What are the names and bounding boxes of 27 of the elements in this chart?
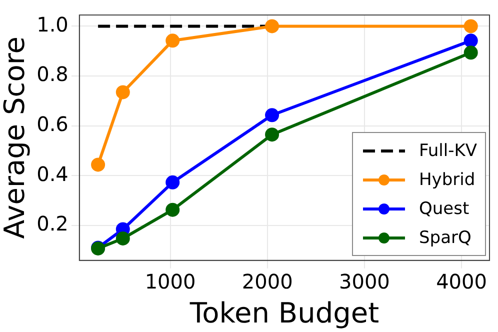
point <box>166 202 180 217</box>
legend-label: SparQ <box>419 228 472 248</box>
point <box>464 34 478 48</box>
y-tick-label: 0.4 <box>36 162 68 186</box>
x-tick-label: 4000 <box>436 270 487 294</box>
y-axis-title: Average Score <box>0 36 32 239</box>
y-tick-label: 0.6 <box>36 112 68 136</box>
point <box>265 128 280 142</box>
point <box>166 34 180 48</box>
legend-label: Full-KV <box>419 140 477 160</box>
point <box>116 85 130 100</box>
legend-label: Quest <box>419 198 470 218</box>
y-tick-label: 0.8 <box>36 62 68 86</box>
legend-label: Hybrid <box>419 170 476 190</box>
x-tick-label: 2000 <box>242 270 293 294</box>
point <box>116 231 130 246</box>
point <box>91 158 106 172</box>
point <box>265 19 280 34</box>
y-tick-label: 1.0 <box>36 12 68 36</box>
x-tick-label: 3000 <box>339 270 390 294</box>
point <box>265 108 280 122</box>
point <box>464 19 478 34</box>
point <box>464 46 478 60</box>
x-tick-label: 1000 <box>144 270 196 294</box>
y-tick-label: 0.2 <box>36 212 68 236</box>
x-axis-title: Token Budget <box>188 296 380 330</box>
point <box>166 175 180 190</box>
